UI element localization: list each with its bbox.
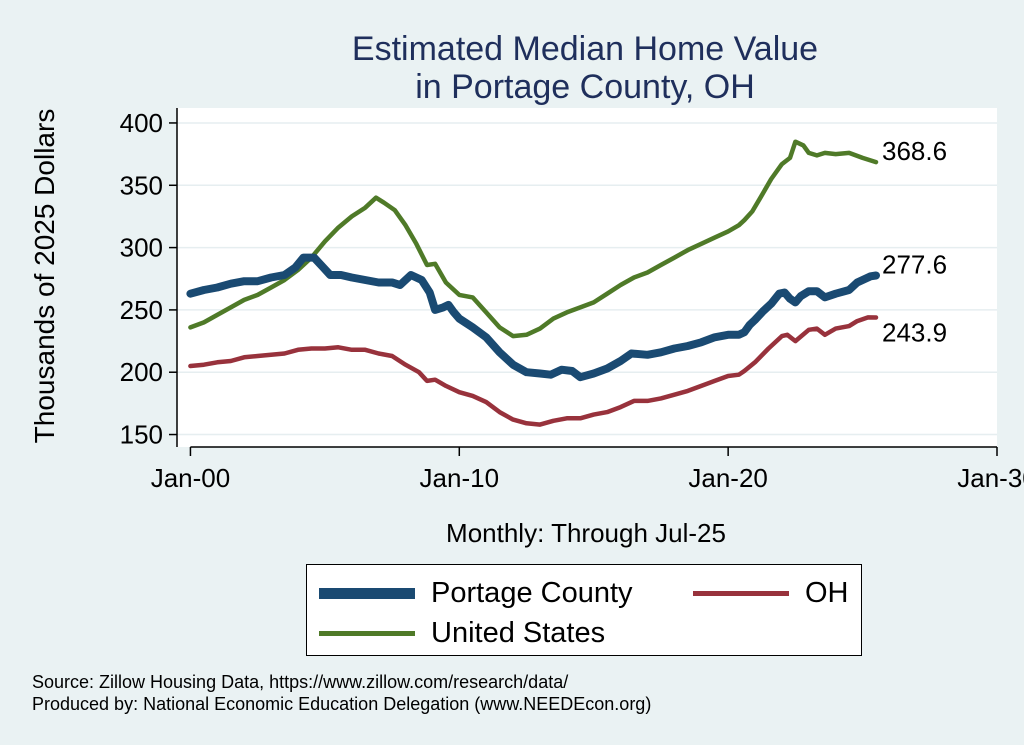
y-tick-label: 250 [120, 295, 163, 325]
legend-label-portage-county: Portage County [431, 577, 633, 609]
legend: Portage County OH United States [306, 564, 862, 656]
y-tick-label: 400 [120, 108, 163, 138]
produced-by-note: Produced by: National Economic Education… [32, 694, 652, 714]
legend-item-united-states: United States [319, 617, 605, 650]
series-line-united-states [188, 139, 879, 339]
end-label-oh: 243.9 [882, 318, 947, 348]
legend-swatch-portage-county [319, 588, 415, 599]
legend-label-oh: OH [805, 577, 849, 609]
x-axis-title: Monthly: Through Jul-25 [446, 518, 726, 548]
x-tick-label: Jan-30 [957, 463, 1024, 493]
chart-title-line-2: in Portage County, OH [415, 68, 755, 106]
y-tick-label: 200 [120, 357, 163, 387]
end-labels: 277.6 243.9 368.6 [882, 136, 947, 347]
source-note: Source: Zillow Housing Data, https://www… [32, 672, 569, 692]
y-tick-label: 150 [120, 420, 163, 450]
end-label-united-states: 368.6 [882, 136, 947, 166]
axes: 150 200 250 300 350 400 Jan-00 Jan-10 Jan-20 Jan-… [120, 108, 1024, 493]
series-line-portage-county [186, 253, 880, 382]
x-tick-label: Jan-20 [688, 463, 768, 493]
x-tick-label: Jan-00 [151, 463, 231, 493]
chart-title-line-1: Estimated Median Home Value [351, 30, 819, 68]
chart-title: Estimated Median Home Value in Portage C… [0, 30, 1024, 106]
end-label-portage-county: 277.6 [882, 250, 947, 280]
x-tick-label: Jan-10 [420, 463, 500, 493]
legend-item-oh: OH [693, 577, 849, 610]
footer-notes: Source: Zillow Housing Data, https://www… [32, 671, 651, 715]
legend-swatch-united-states [319, 631, 415, 636]
y-tick-label: 350 [120, 170, 163, 200]
series-line-oh [188, 315, 879, 427]
grid-lines [177, 122, 997, 436]
y-axis-title: Thousands of 2025 Dollars [29, 109, 60, 444]
legend-label-united-states: United States [431, 617, 606, 649]
legend-swatch-oh [693, 591, 789, 596]
series-lines [186, 139, 880, 427]
y-tick-label: 300 [120, 233, 163, 263]
legend-item-portage-county: Portage County [319, 577, 633, 610]
